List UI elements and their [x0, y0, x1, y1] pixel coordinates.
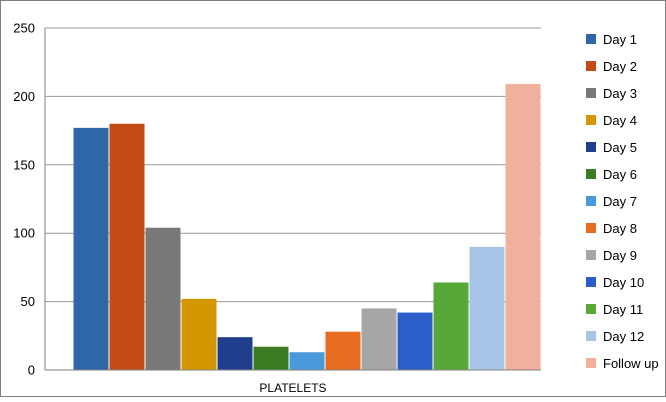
bar-day-4 [181, 298, 217, 370]
axes: 0 50 100 150 200 250 [13, 21, 541, 378]
legend-label: Day 11 [603, 302, 643, 317]
bar-day-9 [361, 308, 397, 370]
legend-swatch [586, 88, 596, 98]
bar-day-12 [469, 246, 505, 370]
legend-swatch [586, 250, 596, 260]
legend-label: Day 7 [603, 194, 637, 209]
y-tick-label: 0 [28, 363, 35, 378]
x-axis-label: PLATELETS [259, 381, 326, 395]
y-tick-label: 50 [21, 294, 35, 309]
legend-label: Day 2 [603, 59, 637, 74]
legend-label: Day 8 [603, 221, 637, 236]
bar-day-7 [289, 352, 325, 370]
bar-day-6 [253, 346, 289, 370]
bar-day-10 [397, 312, 433, 370]
legend-swatch [586, 115, 596, 125]
legend: Day 1 Day 2 Day 3 Day 4 Day 5 Day 6 Day 7 Day 8… [586, 32, 659, 371]
legend-swatch [586, 304, 596, 314]
legend-label: Day 12 [603, 329, 644, 344]
legend-swatch [586, 331, 596, 341]
legend-label: Day 3 [603, 86, 637, 101]
legend-label: Day 10 [603, 275, 644, 290]
bar-day-8 [325, 331, 361, 370]
y-tick-label: 150 [13, 157, 35, 172]
legend-label: Day 9 [603, 248, 637, 263]
legend-swatch [586, 169, 596, 179]
legend-label: Day 6 [603, 167, 637, 182]
legend-swatch [586, 34, 596, 44]
legend-swatch [586, 223, 596, 233]
legend-label: Day 5 [603, 140, 637, 155]
legend-swatch [586, 142, 596, 152]
legend-label: Day 4 [603, 113, 637, 128]
bar-series [73, 84, 541, 370]
y-tick-label: 250 [13, 21, 35, 36]
bar-day-11 [433, 282, 469, 370]
y-tick-label: 100 [13, 226, 35, 241]
legend-swatch [586, 196, 596, 206]
y-tick-label: 200 [13, 89, 35, 104]
bar-day-3 [145, 227, 181, 370]
legend-swatch [586, 61, 596, 71]
bar-day-5 [217, 337, 253, 370]
legend-swatch [586, 358, 596, 368]
legend-swatch [586, 277, 596, 287]
bar-day-2 [109, 123, 145, 370]
bar-follow-up [505, 84, 541, 370]
legend-label: Day 1 [603, 32, 637, 47]
legend-label: Follow up [603, 356, 659, 371]
bar-day-1 [73, 127, 109, 370]
